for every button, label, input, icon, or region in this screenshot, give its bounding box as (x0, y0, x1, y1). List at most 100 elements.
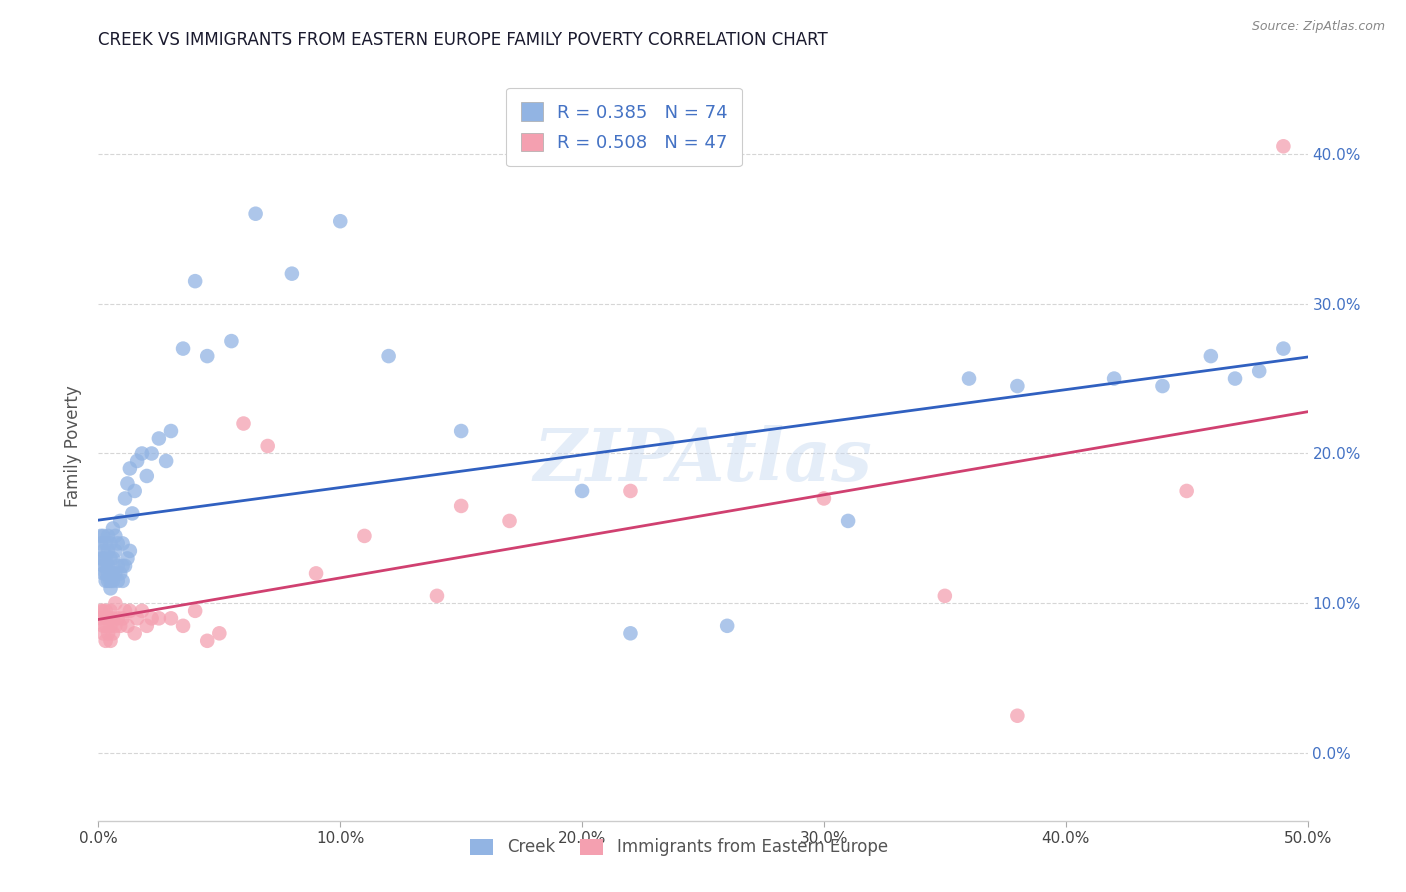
Point (94, 566, 117, 581)
Point (90, 604, 112, 618)
Point (94, 633, 117, 648)
Point (245, 207, 267, 221)
Point (148, 432, 170, 446)
Point (148, 611, 170, 625)
Point (1102, 371, 1125, 385)
Point (813, 491, 835, 506)
Point (195, 349, 218, 363)
Y-axis label: Family Poverty: Family Poverty (65, 385, 83, 507)
Point (172, 342, 194, 356)
Point (184, 604, 207, 618)
Point (101, 626, 124, 640)
Point (117, 551, 139, 566)
Point (281, 267, 304, 281)
Point (101, 611, 124, 625)
Legend: Creek, Immigrants from Eastern Europe: Creek, Immigrants from Eastern Europe (461, 830, 896, 864)
Point (1175, 483, 1198, 498)
Point (1223, 371, 1246, 385)
Point (118, 461, 141, 475)
Point (108, 566, 131, 581)
Point (135, 619, 157, 633)
Point (221, 334, 243, 348)
Point (108, 619, 131, 633)
Point (111, 536, 134, 550)
Point (111, 558, 134, 573)
Point (329, 214, 352, 228)
Point (837, 514, 859, 528)
Point (498, 514, 520, 528)
Point (104, 544, 127, 558)
Point (100, 633, 122, 648)
Point (155, 454, 177, 468)
Point (114, 604, 136, 618)
Point (184, 274, 207, 288)
Point (1199, 349, 1222, 363)
Point (104, 566, 127, 581)
Point (716, 619, 738, 633)
Point (101, 566, 124, 581)
Point (90, 611, 112, 625)
Point (305, 566, 328, 581)
Point (124, 483, 146, 498)
Point (353, 529, 375, 543)
Point (1272, 342, 1295, 356)
Point (426, 589, 449, 603)
Point (450, 424, 472, 438)
Point (90, 536, 112, 550)
Point (135, 469, 157, 483)
Point (97, 574, 120, 588)
Point (91, 604, 114, 618)
Point (101, 521, 124, 535)
Point (107, 611, 129, 625)
Point (1007, 379, 1029, 393)
Point (208, 626, 231, 640)
Point (141, 611, 163, 625)
Point (121, 507, 143, 521)
Point (450, 499, 472, 513)
Point (160, 424, 183, 438)
Point (101, 551, 124, 566)
Point (131, 604, 153, 618)
Point (91, 529, 114, 543)
Point (100, 582, 122, 596)
Point (1007, 708, 1029, 723)
Point (91, 551, 114, 566)
Point (377, 349, 399, 363)
Point (118, 544, 141, 558)
Point (91, 558, 114, 573)
Point (118, 604, 141, 618)
Point (108, 514, 131, 528)
Point (1249, 364, 1271, 378)
Point (114, 558, 136, 573)
Point (232, 417, 254, 431)
Point (114, 491, 136, 506)
Point (1152, 379, 1174, 393)
Point (91, 544, 114, 558)
Point (107, 574, 129, 588)
Point (90, 551, 112, 566)
Point (97, 544, 120, 558)
Point (934, 589, 956, 603)
Point (107, 558, 129, 573)
Point (195, 633, 218, 648)
Point (141, 446, 163, 460)
Point (91, 619, 114, 633)
Point (127, 454, 149, 468)
Point (957, 371, 980, 385)
Point (91, 566, 114, 581)
Point (1272, 139, 1295, 153)
Point (256, 439, 278, 453)
Point (100, 566, 122, 581)
Point (94, 619, 117, 633)
Point (104, 596, 127, 610)
Point (94, 574, 117, 588)
Point (172, 619, 194, 633)
Point (97, 558, 120, 573)
Point (97, 626, 120, 640)
Point (94, 551, 117, 566)
Point (97, 529, 120, 543)
Point (90, 529, 112, 543)
Point (94, 558, 117, 573)
Point (117, 619, 139, 633)
Point (100, 619, 122, 633)
